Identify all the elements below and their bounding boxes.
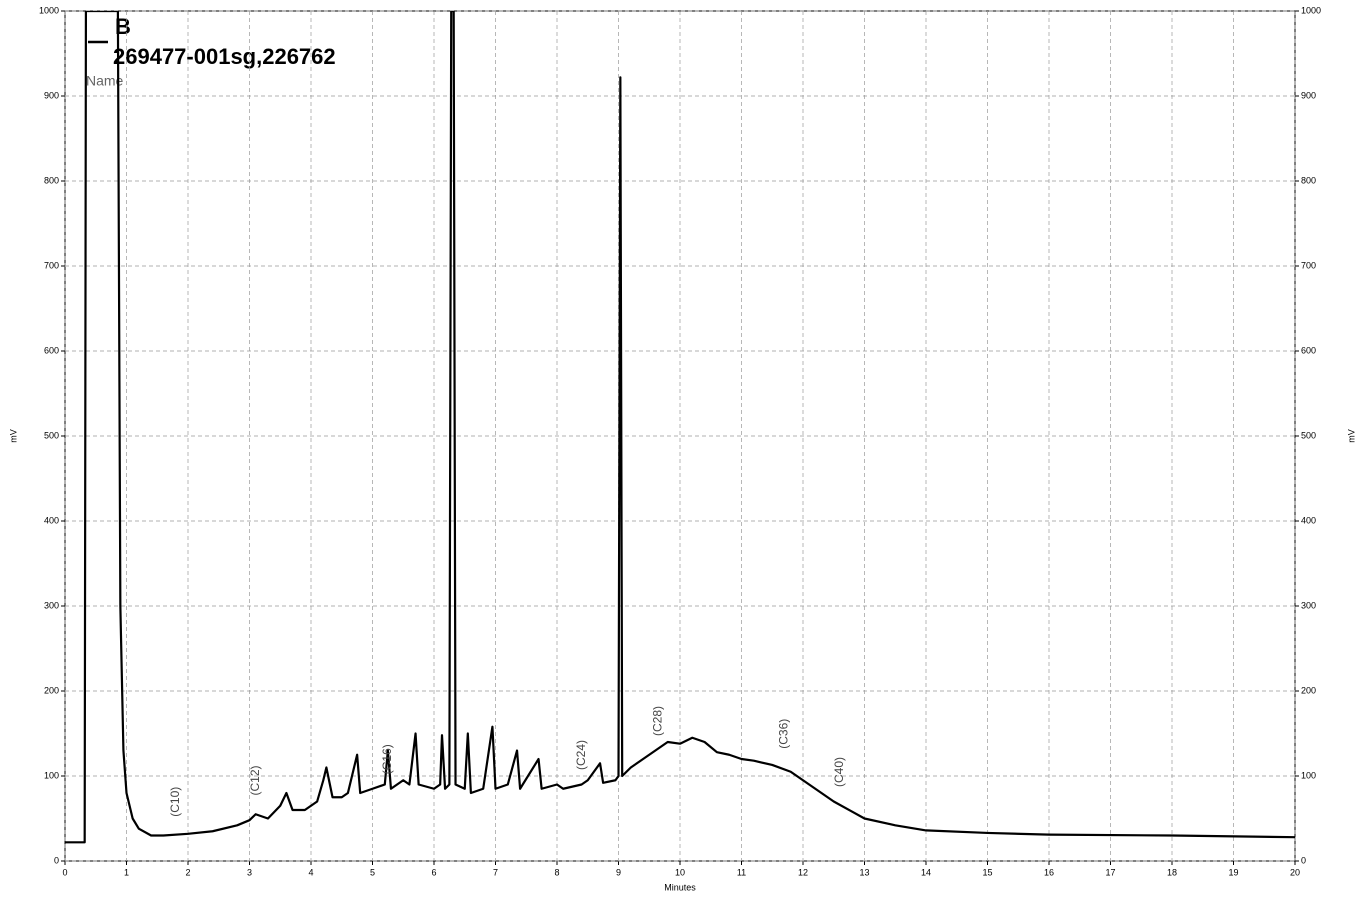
x-tick-label: 15 (982, 867, 992, 877)
y2-tick-label: 400 (1301, 515, 1316, 525)
peak-annotation: (C36) (777, 719, 791, 749)
y2-tick-label: 700 (1301, 260, 1316, 270)
y2-tick-label: 100 (1301, 770, 1316, 780)
y-tick-label: 100 (44, 770, 59, 780)
y-tick-label: 200 (44, 685, 59, 695)
series-line (65, 11, 1295, 844)
y2-tick-label: 900 (1301, 90, 1316, 100)
y-tick-label: 1000 (39, 5, 59, 15)
x-tick-label: 20 (1290, 867, 1300, 877)
peak-annotation: (C24) (574, 740, 588, 770)
x-tick-label: 10 (675, 867, 685, 877)
y2-tick-label: 600 (1301, 345, 1316, 355)
x-tick-label: 9 (616, 867, 621, 877)
x-tick-label: 6 (431, 867, 436, 877)
x-tick-label: 1 (124, 867, 129, 877)
x-tick-label: 12 (798, 867, 808, 877)
y2-tick-label: 300 (1301, 600, 1316, 610)
y-tick-label: 700 (44, 260, 59, 270)
x-tick-label: 13 (859, 867, 869, 877)
peak-annotation: (C28) (651, 706, 665, 736)
y-tick-label: 0 (54, 855, 59, 865)
peak-annotation: (C16) (380, 744, 394, 774)
x-tick-label: 16 (1044, 867, 1054, 877)
x-tick-label: 11 (737, 867, 746, 877)
y2-axis-label: mV (1346, 429, 1356, 443)
chart-title: 269477-001sg,226762 (113, 44, 336, 69)
y-tick-label: 400 (44, 515, 59, 525)
peak-annotation: (C12) (248, 765, 262, 795)
x-tick-label: 14 (921, 867, 931, 877)
y-axis-label: mV (8, 429, 18, 443)
x-tick-label: 0 (62, 867, 67, 877)
x-tick-label: 8 (554, 867, 559, 877)
y2-tick-label: 500 (1301, 430, 1316, 440)
x-tick-label: 18 (1167, 867, 1177, 877)
x-tick-label: 3 (247, 867, 252, 877)
y2-tick-label: 1000 (1301, 5, 1321, 15)
x-tick-label: 19 (1228, 867, 1238, 877)
x-tick-label: 17 (1105, 867, 1115, 877)
x-tick-label: 5 (370, 867, 375, 877)
y2-tick-label: 800 (1301, 175, 1316, 185)
y-tick-label: 500 (44, 430, 59, 440)
peak-annotation: (C10) (168, 787, 182, 817)
x-tick-label: 4 (308, 867, 313, 877)
x-tick-label: 7 (493, 867, 498, 877)
x-tick-label: 2 (185, 867, 190, 877)
y-tick-label: 300 (44, 600, 59, 610)
y-tick-label: 600 (44, 345, 59, 355)
y2-tick-label: 0 (1301, 855, 1306, 865)
y2-tick-label: 200 (1301, 685, 1316, 695)
peak-annotation: (C40) (832, 757, 846, 787)
legend-title: Name (86, 73, 124, 89)
y-tick-label: 800 (44, 175, 59, 185)
x-axis-label: Minutes (664, 882, 696, 892)
y-tick-label: 900 (44, 90, 59, 100)
